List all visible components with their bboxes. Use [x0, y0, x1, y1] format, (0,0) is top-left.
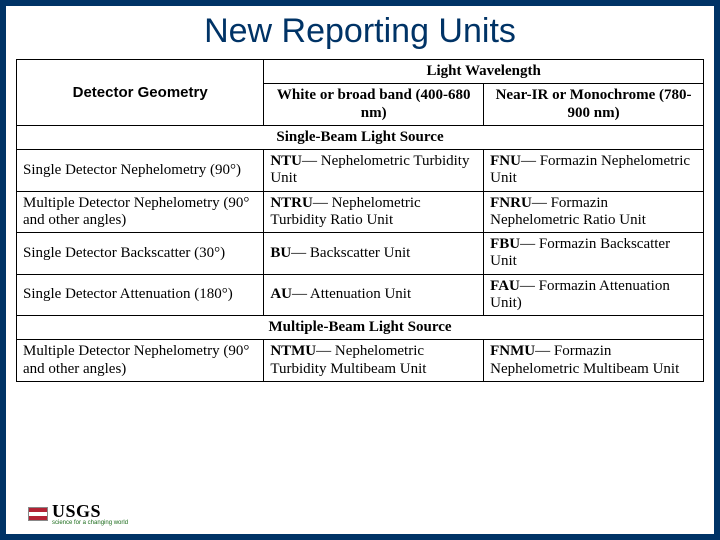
header-geometry: Detector Geometry [17, 60, 264, 126]
abbr: FNRU [490, 195, 532, 211]
header-white: White or broad band (400-680 nm) [264, 84, 484, 126]
cell-ir: FNMU— Formazin Nephelometric Multibeam U… [484, 340, 704, 382]
table-row: Multiple Detector Nephelometry (90° and … [17, 340, 704, 382]
row-label: Single Detector Attenuation (180°) [17, 274, 264, 316]
table-row: Single Detector Backscatter (30°) BU— Ba… [17, 233, 704, 275]
table-row: Multiple Detector Nephelometry (90° and … [17, 191, 704, 233]
cell-ir: FNRU— Formazin Nephelometric Ratio Unit [484, 191, 704, 233]
abbr: FNMU [490, 343, 535, 359]
cell-white: NTRU— Nephelometric Turbidity Ratio Unit [264, 191, 484, 233]
logo-text: USGS [52, 501, 128, 522]
table-row: Single Detector Nephelometry (90°) NTU— … [17, 150, 704, 192]
abbr: FNU [490, 153, 521, 169]
desc: — Backscatter Unit [291, 245, 410, 261]
cell-white: NTMU— Nephelometric Turbidity Multibeam … [264, 340, 484, 382]
cell-ir: FBU— Formazin Backscatter Unit [484, 233, 704, 275]
section-row-single: Single-Beam Light Source [17, 125, 704, 149]
abbr: NTMU [270, 343, 316, 359]
slide: New Reporting Units Detector Geometry Li… [0, 0, 720, 540]
logo-subtext: science for a changing world [52, 520, 128, 526]
desc: — Attenuation Unit [292, 286, 411, 302]
cell-white: NTU— Nephelometric Turbidity Unit [264, 150, 484, 192]
row-label: Multiple Detector Nephelometry (90° and … [17, 191, 264, 233]
logo-text-block: USGS science for a changing world [52, 501, 128, 526]
abbr: FBU [490, 236, 520, 252]
usgs-logo: USGS science for a changing world [28, 501, 128, 526]
cell-ir: FAU— Formazin Attenuation Unit) [484, 274, 704, 316]
cell-white: AU— Attenuation Unit [264, 274, 484, 316]
cell-white: BU— Backscatter Unit [264, 233, 484, 275]
header-ir: Near-IR or Monochrome (780-900 nm) [484, 84, 704, 126]
units-table: Detector Geometry Light Wavelength White… [16, 59, 704, 382]
abbr: FAU [490, 278, 520, 294]
flag-icon [28, 507, 48, 521]
row-label: Multiple Detector Nephelometry (90° and … [17, 340, 264, 382]
cell-ir: FNU— Formazin Nephelometric Unit [484, 150, 704, 192]
slide-title: New Reporting Units [16, 12, 704, 51]
table-header-row: Detector Geometry Light Wavelength [17, 60, 704, 84]
header-wavelength: Light Wavelength [264, 60, 704, 84]
abbr: NTRU [270, 195, 313, 211]
row-label: Single Detector Nephelometry (90°) [17, 150, 264, 192]
desc: — Formazin Nephelometric Unit [490, 153, 690, 186]
abbr: NTU [270, 153, 302, 169]
section-multi-beam: Multiple-Beam Light Source [17, 316, 704, 340]
table-row: Single Detector Attenuation (180°) AU— A… [17, 274, 704, 316]
row-label: Single Detector Backscatter (30°) [17, 233, 264, 275]
abbr: BU [270, 245, 291, 261]
abbr: AU [270, 286, 292, 302]
section-row-multi: Multiple-Beam Light Source [17, 316, 704, 340]
section-single-beam: Single-Beam Light Source [17, 125, 704, 149]
